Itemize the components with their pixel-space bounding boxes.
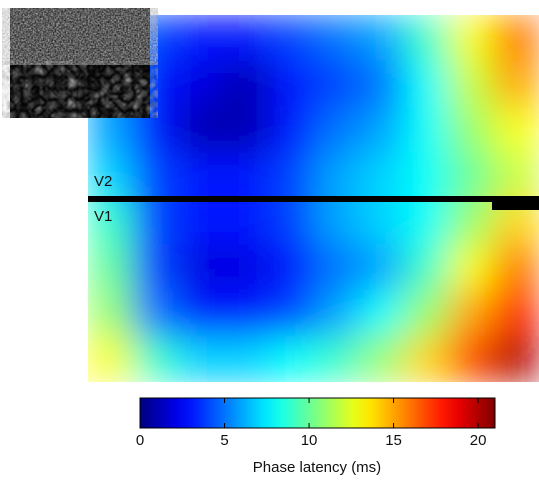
heat-cell — [133, 290, 179, 337]
colorbar-tick-label: 15 — [385, 432, 402, 449]
heat-cell — [88, 290, 134, 337]
heat-cell — [178, 152, 224, 199]
heat-cell — [448, 244, 495, 291]
heat-cell — [223, 106, 269, 154]
heat-cell — [493, 152, 539, 199]
heat-cell — [403, 336, 450, 382]
heat-cell — [358, 244, 405, 291]
heat-cell — [493, 336, 539, 382]
heat-cell — [268, 106, 314, 154]
heat-cell — [358, 15, 405, 62]
heat-cell — [448, 336, 495, 382]
heat-cell — [403, 244, 450, 291]
heat-cell — [178, 244, 224, 291]
heat-cell — [358, 336, 405, 382]
heat-cell — [448, 152, 495, 199]
heat-cell — [358, 60, 405, 108]
heat-cell — [448, 198, 495, 245]
region-label: V2 — [94, 173, 112, 190]
heat-cell — [223, 336, 269, 382]
colorbar-tick-label: 5 — [220, 432, 228, 449]
heat-cell — [403, 106, 450, 154]
heat-cell — [223, 290, 269, 337]
map-area — [88, 15, 539, 382]
heat-cell — [448, 290, 495, 337]
heat-cell — [223, 15, 269, 62]
heat-cell — [178, 106, 224, 154]
heat-cell — [133, 198, 179, 245]
heat-cell — [448, 15, 495, 62]
colorbar — [139, 397, 496, 429]
colorbar-label: Phase latency (ms) — [253, 459, 381, 476]
heat-cell — [223, 152, 269, 199]
heat-cell — [268, 60, 314, 108]
heat-cell — [268, 152, 314, 199]
heat-cell — [313, 244, 360, 291]
heat-cell — [313, 106, 360, 154]
area-border-block — [492, 196, 539, 210]
heat-cell — [88, 244, 134, 291]
heat-cell — [448, 60, 495, 108]
heat-cell — [358, 290, 405, 337]
heat-cell — [358, 106, 405, 154]
heat-cell — [493, 106, 539, 154]
heat-cell — [313, 60, 360, 108]
heat-cell — [313, 290, 360, 337]
heatmap — [88, 15, 539, 382]
heat-cell — [313, 152, 360, 199]
heat-cell — [133, 152, 179, 199]
heat-cell — [178, 15, 224, 62]
heat-cell — [403, 290, 450, 337]
heat-cell — [313, 198, 360, 245]
heat-cell — [178, 290, 224, 337]
heat-cell — [178, 60, 224, 108]
heat-cell — [268, 336, 314, 382]
inset-image — [15, 13, 145, 60]
heat-cell — [493, 290, 539, 337]
heat-cell — [358, 198, 405, 245]
heat-cell — [403, 15, 450, 62]
heat-cell — [133, 336, 179, 382]
heat-cell — [88, 336, 134, 382]
heat-cell — [403, 198, 450, 245]
heat-cell — [448, 106, 495, 154]
area-border — [88, 196, 539, 202]
heat-cell — [268, 15, 314, 62]
heat-cell — [178, 336, 224, 382]
heat-cell — [358, 152, 405, 199]
heat-cell — [268, 244, 314, 291]
region-label: V1 — [94, 208, 112, 225]
colorbar-tick-label: 10 — [301, 432, 318, 449]
heat-cell — [313, 336, 360, 382]
heat-cell — [268, 198, 314, 245]
heat-cell — [493, 244, 539, 291]
heat-cell — [133, 244, 179, 291]
colorbar-tick-label: 0 — [136, 432, 144, 449]
heat-cell — [88, 198, 134, 245]
heat-cell — [223, 198, 269, 245]
heat-cell — [493, 60, 539, 108]
heat-cell — [268, 290, 314, 337]
heat-cell — [403, 152, 450, 199]
inset — [10, 8, 150, 118]
heat-cell — [223, 60, 269, 108]
heat-cell — [88, 152, 134, 199]
heat-cell — [403, 60, 450, 108]
heat-cell — [223, 244, 269, 291]
colorbar-tick-label: 20 — [470, 432, 487, 449]
heat-cell — [493, 15, 539, 62]
inset-image — [15, 66, 145, 113]
heat-cell — [313, 15, 360, 62]
heat-cell — [178, 198, 224, 245]
